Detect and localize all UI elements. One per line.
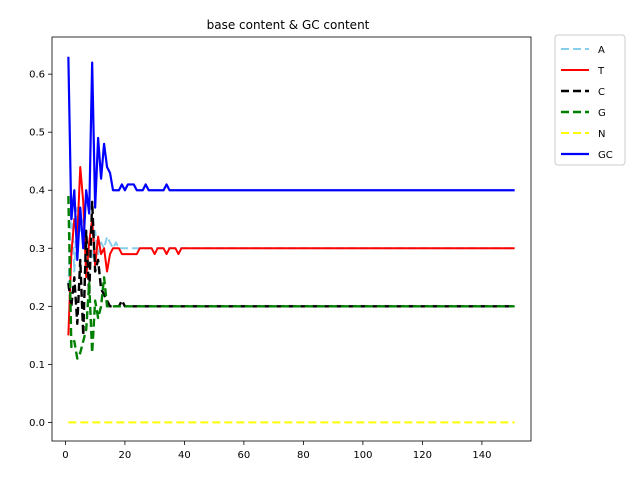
x-tick-label: 60 bbox=[238, 450, 251, 461]
y-tick-label: 0.4 bbox=[29, 186, 45, 197]
y-tick-label: 0.3 bbox=[29, 244, 45, 255]
legend-item-gc: GC bbox=[561, 150, 613, 161]
legend-label: G bbox=[598, 108, 606, 119]
legend-item-t: T bbox=[561, 66, 605, 77]
x-tick-label: 0 bbox=[62, 450, 68, 461]
chart-title: base content & GC content bbox=[207, 18, 370, 32]
x-tick-label: 120 bbox=[413, 450, 432, 461]
legend-label: A bbox=[598, 45, 605, 56]
series-line-gc bbox=[67, 56, 515, 261]
x-tick-label: 140 bbox=[472, 450, 491, 461]
plot-area: 0 20 40 60 80 100 120 140 0.0 0.1 0.2 0.3 0.4 0.5 0.6 bbox=[29, 36, 532, 461]
x-axis: 0 20 40 60 80 100 120 140 bbox=[62, 441, 491, 461]
x-tick-label: 20 bbox=[119, 450, 132, 461]
series-layer bbox=[67, 56, 515, 424]
legend-label: GC bbox=[598, 150, 613, 161]
y-axis: 0.0 0.1 0.2 0.3 0.4 0.5 0.6 bbox=[29, 70, 52, 429]
axes-frame bbox=[51, 36, 532, 442]
series-line-g bbox=[67, 196, 515, 360]
x-tick-label: 80 bbox=[297, 450, 310, 461]
legend-label: C bbox=[598, 87, 605, 98]
legend-label: N bbox=[598, 129, 605, 140]
legend-item-c: C bbox=[561, 87, 605, 98]
y-tick-label: 0.0 bbox=[29, 418, 45, 429]
legend-frame bbox=[554, 34, 626, 166]
series-line-t bbox=[67, 166, 515, 336]
x-tick-label: 100 bbox=[353, 450, 372, 461]
y-tick-label: 0.5 bbox=[29, 128, 45, 139]
legend-label: T bbox=[597, 66, 605, 77]
legend-item-g: G bbox=[561, 108, 606, 119]
y-tick-label: 0.2 bbox=[29, 302, 45, 313]
legend-item-n: N bbox=[561, 129, 605, 140]
y-tick-label: 0.6 bbox=[29, 70, 45, 81]
y-tick-label: 0.1 bbox=[29, 360, 45, 371]
legend-item-a: A bbox=[561, 45, 605, 56]
x-tick-label: 40 bbox=[178, 450, 191, 461]
